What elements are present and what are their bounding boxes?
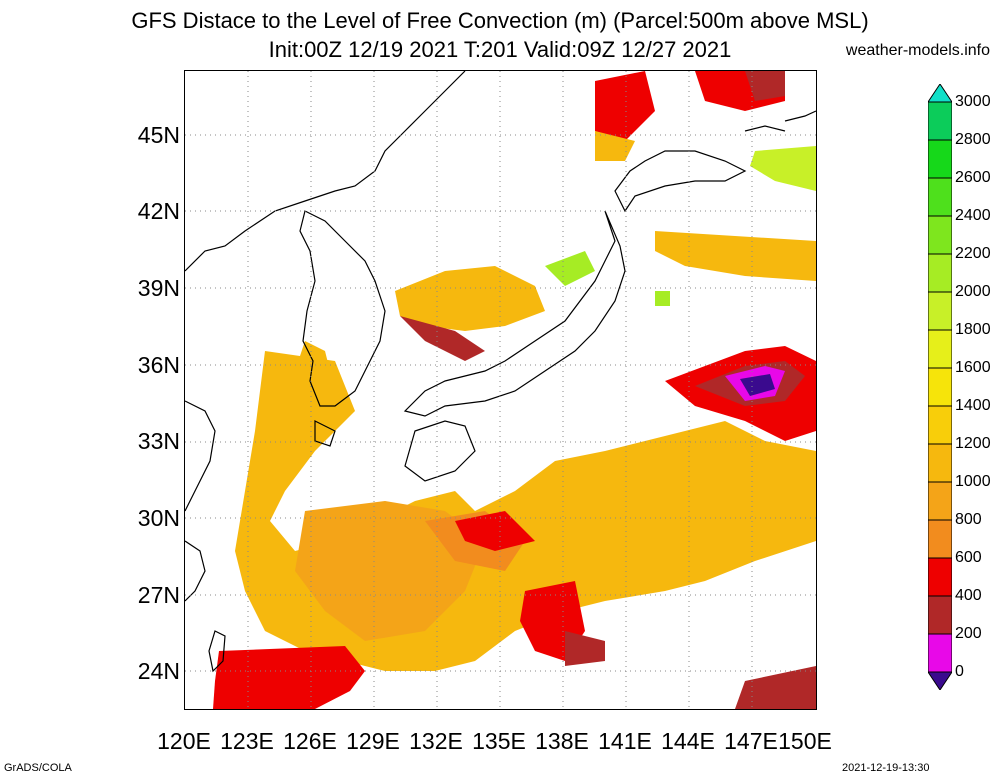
lat-label: 30N (137, 505, 180, 531)
colorbar-label: 2200 (955, 245, 991, 262)
colorbar-swatch (928, 177, 952, 217)
colorbar-swatch (928, 291, 952, 331)
colorbar-label: 1800 (955, 321, 991, 338)
colorbar-swatch (928, 405, 952, 445)
colorbar-top-arrow (928, 84, 952, 103)
lat-label: 36N (137, 352, 180, 378)
colorbar-swatch (928, 481, 952, 521)
map-panel (184, 70, 817, 710)
colorbar-label: 2800 (955, 131, 991, 148)
colorbar (928, 84, 952, 690)
lon-label: 144E (661, 728, 715, 754)
lon-label: 123E (220, 728, 274, 754)
colorbar-swatch (928, 139, 952, 179)
lon-label: 135E (472, 728, 526, 754)
lon-label: 132E (409, 728, 463, 754)
colorbar-swatch (928, 595, 952, 635)
colorbar-swatch (928, 557, 952, 597)
colorbar-swatch (928, 367, 952, 407)
lat-label: 33N (137, 428, 180, 454)
map-canvas (185, 71, 816, 709)
colorbar-label: 800 (955, 511, 982, 528)
colorbar-swatch (928, 519, 952, 559)
colorbar-label: 2600 (955, 169, 991, 186)
lat-label: 45N (137, 122, 180, 148)
lfc-shading (213, 71, 816, 709)
lon-label: 126E (283, 728, 337, 754)
source-site: weather-models.info (845, 42, 990, 59)
colorbar-swatch (928, 633, 952, 673)
colorbar-label: 1600 (955, 359, 991, 376)
lat-label: 27N (137, 582, 180, 608)
lon-label: 147E (724, 728, 778, 754)
lat-label: 42N (137, 198, 180, 224)
footer-timestamp: 2021-12-19-13:30 (842, 762, 930, 774)
lon-label: 150E (778, 728, 832, 754)
colorbar-label: 1400 (955, 397, 991, 414)
lon-label: 129E (346, 728, 400, 754)
colorbar-label: 600 (955, 549, 982, 566)
coastlines (185, 71, 816, 673)
colorbar-label: 200 (955, 625, 982, 642)
lat-label: 24N (137, 658, 180, 684)
lat-label: 39N (137, 275, 180, 301)
map-subtitle: Init:00Z 12/19 2021 T:201 Valid:09Z 12/2… (268, 37, 732, 62)
lon-label: 120E (157, 728, 211, 754)
colorbar-swatch (928, 215, 952, 255)
colorbar-swatch (928, 101, 952, 141)
colorbar-label: 2000 (955, 283, 991, 300)
colorbar-swatch (928, 253, 952, 293)
colorbar-label: 1000 (955, 473, 991, 490)
colorbar-label: 400 (955, 587, 982, 604)
colorbar-swatch (928, 443, 952, 483)
lon-label: 141E (598, 728, 652, 754)
lon-label: 138E (535, 728, 589, 754)
map-title: GFS Distace to the Level of Free Convect… (131, 8, 869, 33)
colorbar-swatch (928, 329, 952, 369)
colorbar-label: 3000 (955, 93, 991, 110)
gridlines (185, 71, 816, 709)
colorbar-bottom-arrow (928, 671, 952, 690)
colorbar-label: 2400 (955, 207, 991, 224)
colorbar-label: 1200 (955, 435, 991, 452)
footer-credit: GrADS/COLA (4, 762, 72, 774)
colorbar-label: 0 (955, 663, 964, 680)
